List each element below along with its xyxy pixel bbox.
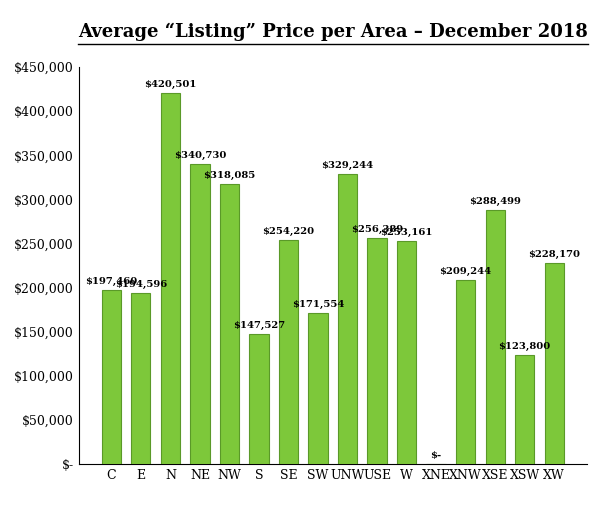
Text: $318,085: $318,085 [203,171,255,180]
Bar [456,280,475,464]
Bar [515,355,534,464]
Bar [102,290,121,464]
Bar [249,334,269,464]
Bar [220,184,239,464]
Bar [161,93,180,464]
Bar [131,293,151,464]
Text: $171,554: $171,554 [292,300,344,309]
Text: $-: $- [431,452,442,460]
Text: Average “Listing” Price per Area – December 2018: Average “Listing” Price per Area – Decem… [78,23,587,41]
Text: $340,730: $340,730 [174,151,226,159]
Text: $288,499: $288,499 [469,197,521,206]
Text: $420,501: $420,501 [144,80,197,89]
Bar [309,313,327,464]
Text: $228,170: $228,170 [528,250,580,259]
Bar [191,164,209,464]
Text: $254,220: $254,220 [263,227,315,236]
Bar [367,238,387,464]
Text: $329,244: $329,244 [321,160,373,170]
Bar [397,241,416,464]
Text: $209,244: $209,244 [439,267,492,276]
Bar [486,209,505,464]
Bar [338,174,357,464]
Text: $123,800: $123,800 [499,342,551,351]
Bar [279,240,298,464]
Bar [544,263,564,464]
Text: $256,389: $256,389 [351,225,403,234]
Text: $194,596: $194,596 [115,280,167,288]
Text: $253,161: $253,161 [381,228,433,237]
Text: $147,527: $147,527 [233,321,285,330]
Text: $197,460: $197,460 [85,277,137,286]
